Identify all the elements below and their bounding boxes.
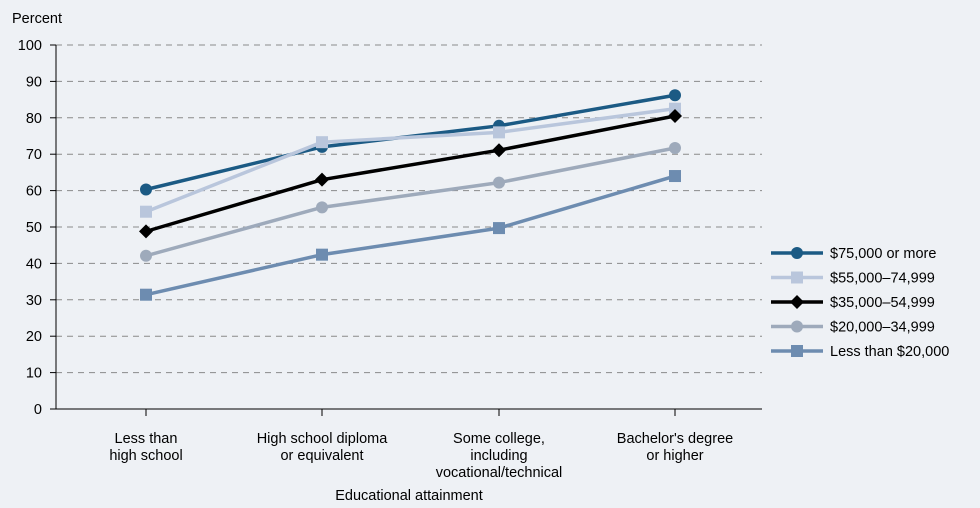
data-point bbox=[140, 183, 152, 196]
series-line bbox=[145, 146, 676, 258]
data-point bbox=[669, 142, 681, 155]
x-tick-label-line: or higher bbox=[646, 448, 703, 464]
y-tick-label: 30 bbox=[26, 293, 42, 309]
series-3 bbox=[140, 142, 681, 262]
x-tick-label: Bachelor's degree or higher bbox=[617, 431, 733, 464]
x-tick-label-line: vocational/technical bbox=[436, 465, 563, 481]
x-tick-label: Some college, including vocational/technic… bbox=[436, 431, 563, 481]
legend-swatch-marker bbox=[791, 345, 803, 357]
axes: 0 10 20 30 40 50 60 70 80 90 100 Less than high scho… bbox=[18, 38, 762, 481]
gridlines bbox=[56, 44, 762, 374]
data-point bbox=[669, 170, 681, 183]
data-point bbox=[140, 249, 152, 262]
data-point bbox=[492, 143, 506, 158]
x-tick-label: Less than high school bbox=[109, 431, 182, 464]
series-line bbox=[145, 106, 676, 214]
data-point bbox=[316, 201, 328, 214]
y-tick-label: 40 bbox=[26, 256, 42, 272]
data-point bbox=[669, 89, 681, 102]
x-tick-label: High school diploma or equivalent bbox=[257, 431, 389, 464]
y-tick-label: 100 bbox=[18, 38, 42, 54]
data-point bbox=[316, 136, 328, 149]
legend-swatch-marker bbox=[791, 271, 803, 284]
series-line bbox=[145, 114, 676, 234]
series-0 bbox=[140, 89, 681, 196]
data-point bbox=[315, 172, 329, 187]
data-point bbox=[669, 102, 681, 115]
legend-label: $20,000–34,999 bbox=[830, 320, 935, 336]
legend-item: $20,000–34,999 bbox=[771, 320, 935, 336]
y-tick-label: 60 bbox=[26, 184, 42, 200]
x-tick-label-line: High school diploma bbox=[257, 431, 389, 447]
data-point bbox=[139, 224, 153, 239]
series-4 bbox=[140, 170, 681, 301]
series-1 bbox=[140, 102, 681, 218]
legend-item: $35,000–54,999 bbox=[771, 295, 935, 311]
series-layer bbox=[139, 89, 682, 301]
legend-label: Less than $20,000 bbox=[830, 344, 949, 360]
legend-item: $75,000 or more bbox=[771, 246, 936, 262]
legend-swatch-marker bbox=[790, 295, 804, 309]
y-axis-title: Percent bbox=[12, 11, 62, 27]
legend-swatch-marker bbox=[791, 320, 803, 333]
x-axis-title: Educational attainment bbox=[335, 488, 483, 504]
y-tick-label: 90 bbox=[26, 74, 42, 90]
x-tick-label-line: Less than bbox=[115, 431, 178, 447]
y-tick-label: 0 bbox=[34, 402, 42, 418]
legend-label: $75,000 or more bbox=[830, 246, 936, 262]
legend-label: $55,000–74,999 bbox=[830, 271, 935, 287]
y-tick-label: 80 bbox=[26, 111, 42, 127]
legend-item: Less than $20,000 bbox=[771, 344, 949, 360]
x-tick-label-line: Bachelor's degree bbox=[617, 431, 733, 447]
x-tick-label-line: high school bbox=[109, 448, 182, 464]
data-point bbox=[140, 288, 152, 301]
data-point bbox=[668, 108, 682, 123]
legend-swatch-marker bbox=[791, 247, 803, 259]
series-line bbox=[145, 93, 676, 192]
series-line bbox=[145, 174, 676, 297]
legend-label: $35,000–54,999 bbox=[830, 295, 935, 311]
data-point bbox=[140, 205, 152, 218]
series-2 bbox=[139, 108, 682, 239]
data-point bbox=[493, 126, 505, 139]
y-tick-label: 10 bbox=[26, 366, 42, 382]
data-point bbox=[493, 222, 505, 235]
data-point bbox=[316, 248, 328, 261]
y-tick-label: 70 bbox=[26, 147, 42, 163]
x-tick-label-line: or equivalent bbox=[280, 448, 363, 464]
data-point bbox=[493, 176, 505, 189]
y-tick-label: 50 bbox=[26, 220, 42, 236]
x-tick-label-line: Some college, bbox=[453, 431, 545, 447]
legend: $75,000 or more $55,000–74,999 $35,000–54,… bbox=[771, 246, 949, 360]
legend-item: $55,000–74,999 bbox=[771, 271, 935, 287]
y-tick-label: 20 bbox=[26, 329, 42, 345]
x-tick-label-line: including bbox=[470, 448, 527, 464]
